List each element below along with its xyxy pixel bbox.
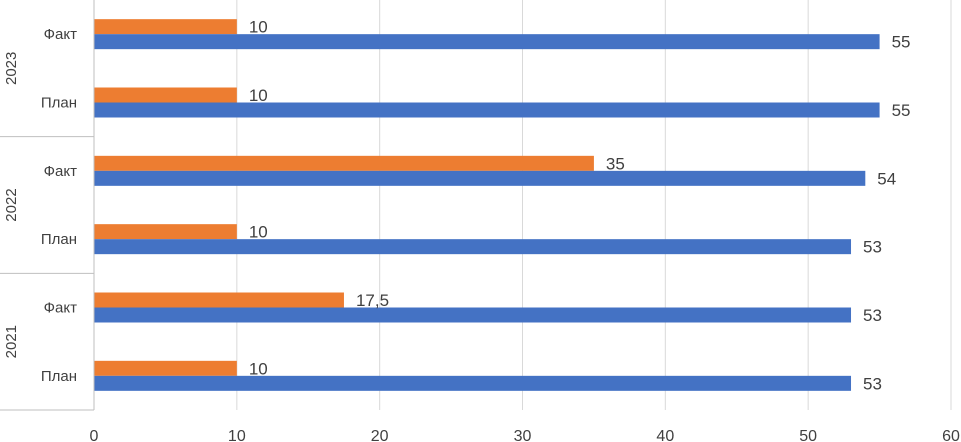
bar-2021-План-s1 [94, 360, 237, 376]
group-label: 2021 [3, 325, 20, 358]
bar-2023-План-s1 [94, 87, 237, 103]
category-label: План [41, 368, 77, 385]
bar-2022-Факт-s2 [94, 170, 866, 186]
labels: 10 53 17,5 53 10 53 35 54 10 55 10 55 [249, 18, 911, 394]
x-tick-label: 20 [371, 428, 389, 442]
data-label: 10 [249, 18, 268, 37]
bar-2022-Факт-s1 [94, 155, 594, 171]
data-label: 53 [863, 306, 882, 325]
data-label: 53 [863, 238, 882, 257]
x-tick-label: 10 [228, 428, 246, 442]
group-label: 2022 [3, 188, 20, 221]
data-label: 10 [249, 223, 268, 242]
x-tick-label: 30 [514, 428, 532, 442]
group-label: 2023 [3, 52, 20, 85]
bars [94, 19, 880, 391]
bar-2023-Факт-s1 [94, 19, 237, 35]
bar-2022-План-s2 [94, 239, 852, 255]
data-label: 35 [606, 154, 625, 173]
x-tick-label: 50 [799, 428, 817, 442]
bar-2021-Факт-s2 [94, 307, 852, 323]
category-label: План [41, 95, 77, 112]
category-label: План [41, 231, 77, 248]
x-tick-label: 40 [656, 428, 674, 442]
data-label: 17,5 [356, 291, 389, 310]
gridlines [236, 0, 952, 410]
x-tick-label: 60 [942, 428, 960, 442]
data-label: 10 [249, 86, 268, 105]
bar-2021-Факт-s1 [94, 292, 344, 308]
category-label: Факт [44, 163, 77, 180]
data-label: 55 [892, 33, 911, 52]
data-label: 54 [877, 169, 896, 188]
bar-2023-Факт-s2 [94, 34, 880, 50]
data-label: 53 [863, 374, 882, 393]
data-label: 10 [249, 359, 268, 378]
data-label: 55 [892, 101, 911, 120]
bar-2022-План-s1 [94, 224, 237, 240]
bar-2021-План-s2 [94, 375, 852, 391]
category-label: Факт [44, 300, 77, 317]
category-label: Факт [44, 26, 77, 43]
x-tick-label: 0 [90, 428, 99, 442]
bar-2023-План-s2 [94, 102, 880, 118]
